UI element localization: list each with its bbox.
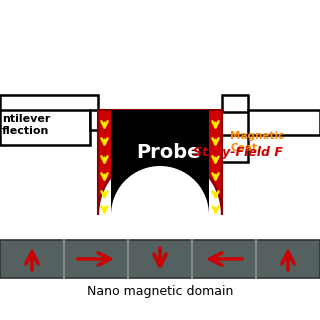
Polygon shape	[111, 110, 209, 215]
Bar	[0, 240, 320, 278]
Text: Probe: Probe	[136, 142, 200, 162]
Bar	[222, 95, 248, 112]
Bar	[90, 110, 98, 130]
Text: Stray-Field F: Stray-Field F	[193, 146, 283, 158]
Text: Magnetic
Coat: Magnetic Coat	[230, 131, 284, 153]
Text: Nano magnetic domain: Nano magnetic domain	[87, 285, 233, 299]
Polygon shape	[98, 110, 222, 215]
Bar	[175, 135, 248, 162]
Bar	[0, 110, 90, 145]
Text: ntilever
flection: ntilever flection	[2, 114, 50, 136]
Bar	[248, 110, 320, 135]
Bar	[0, 95, 98, 112]
